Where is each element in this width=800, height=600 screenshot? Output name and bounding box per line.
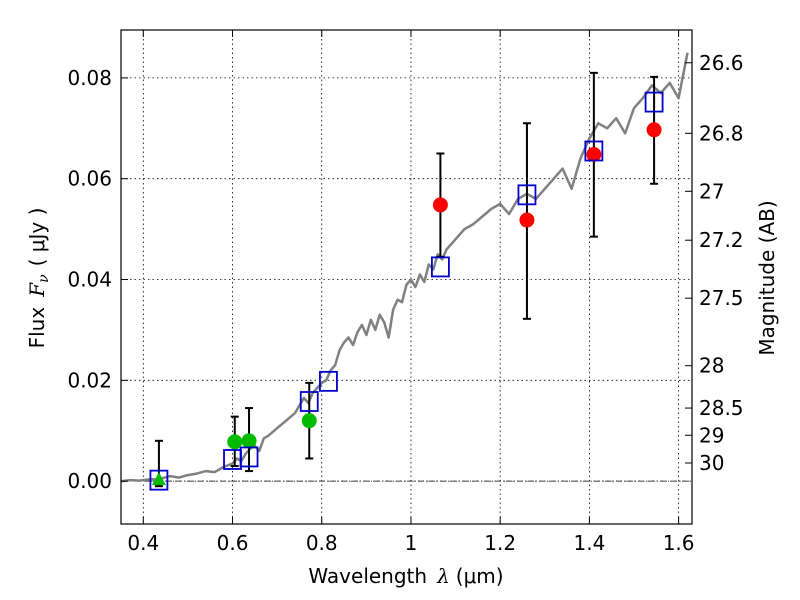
x-tick-label: 1.6 <box>663 531 695 555</box>
green-points <box>151 413 317 486</box>
green-triangle-point <box>151 472 166 486</box>
y-tick-labels: 0.00 0.02 0.04 0.06 0.08 <box>67 66 112 493</box>
green-point <box>301 413 317 429</box>
y2-tick-label: 28 <box>699 354 724 378</box>
x-tick-label: 1.4 <box>573 531 605 555</box>
red-point <box>646 122 662 138</box>
y2-tick-label: 30 <box>699 451 724 475</box>
red-point <box>519 212 535 228</box>
y-tick-label: 0.06 <box>67 167 112 191</box>
grid-lines <box>121 30 692 524</box>
red-point <box>432 197 448 213</box>
model-square <box>584 140 604 162</box>
plot-frame <box>120 29 693 525</box>
y-tick-label: 0.00 <box>67 469 112 493</box>
x-axis-label-unit: (μm) <box>456 564 504 588</box>
x-tick-label: 1.2 <box>484 531 516 555</box>
model-square <box>149 469 169 491</box>
red-points <box>432 122 662 228</box>
model-spectrum-line <box>120 52 689 483</box>
y2-tick-label: 26.6 <box>699 51 744 75</box>
red-point <box>586 147 602 163</box>
y2-tick-labels: 26.6 26.8 27 27.2 27.5 28 28.5 29 30 <box>699 51 744 475</box>
y2-tick-label: 27 <box>699 179 724 203</box>
y2-tick-label: 29 <box>699 423 724 447</box>
x-tick-label: 0.4 <box>127 531 159 555</box>
y2-tick-label: 28.5 <box>699 396 744 420</box>
model-square <box>299 391 319 412</box>
model-square <box>319 370 338 392</box>
y-axis-label: Flux Fν ( μJy ) <box>25 208 52 349</box>
y2-tick-label: 27.2 <box>699 228 744 252</box>
model-spectrum <box>120 52 689 483</box>
model-squares <box>149 91 664 491</box>
x-tick-labels: 0.4 0.6 0.8 1 1.2 1.4 1.6 <box>127 531 694 555</box>
x-tick-label: 0.8 <box>306 531 338 555</box>
y-tick-label: 0.04 <box>67 268 112 292</box>
model-square <box>644 91 664 113</box>
model-square <box>431 256 450 278</box>
model-square <box>517 184 537 206</box>
y-axis-label-text: Flux <box>25 307 49 349</box>
green-point <box>241 433 257 449</box>
y-tick-label: 0.02 <box>67 368 112 392</box>
y2-axis-label: Magnitude (AB) <box>755 200 779 355</box>
y-tick-label: 0.08 <box>67 66 112 90</box>
y-axis-label-symbol: F <box>25 282 49 298</box>
y-axis-label-unit: ( μJy ) <box>25 208 49 267</box>
x-axis-label: Wavelength λ (μm) <box>308 564 503 588</box>
x-tick-label: 1 <box>405 531 418 555</box>
green-point <box>227 434 243 450</box>
y-axis-label-sub: ν <box>36 274 52 283</box>
model-square <box>239 446 259 468</box>
x-axis-label-symbol: λ <box>436 564 450 588</box>
y2-tick-label: 26.8 <box>699 121 744 145</box>
ticks <box>121 30 692 524</box>
x-axis-label-text: Wavelength <box>308 564 427 588</box>
x-tick-label: 0.6 <box>217 531 249 555</box>
y2-tick-label: 27.5 <box>699 286 744 310</box>
